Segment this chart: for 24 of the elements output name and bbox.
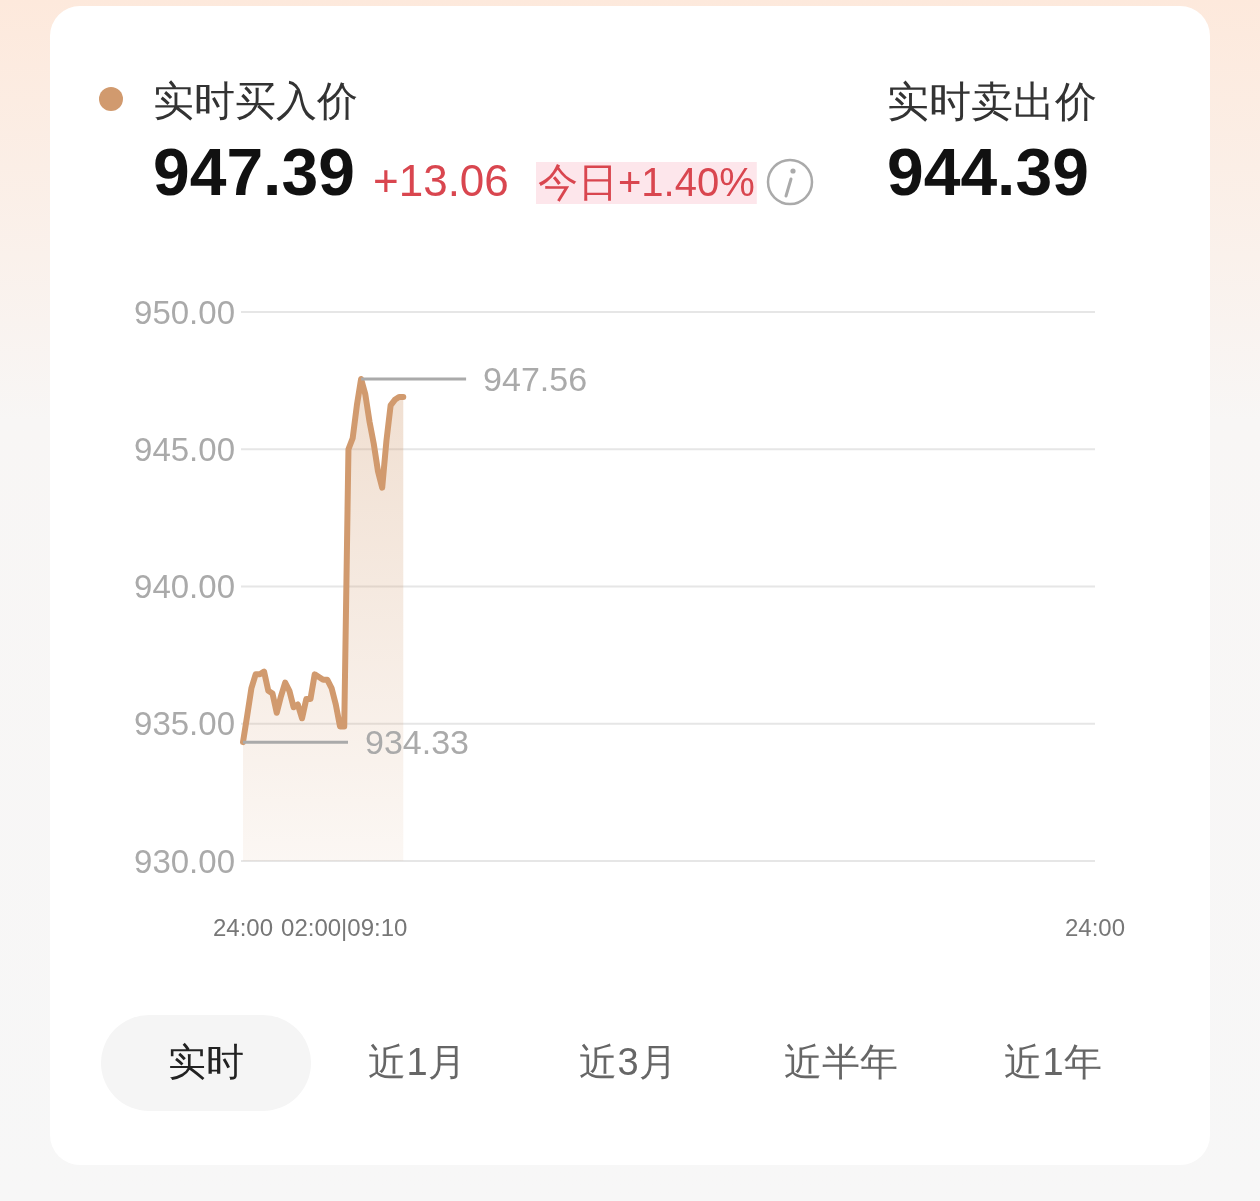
annotation: 934.33 (243, 723, 469, 762)
x-tick-label: 02:00|09:10 (281, 913, 408, 941)
annotation: 944.39 (887, 135, 1089, 209)
annotation: 934.33 (365, 723, 469, 762)
annotation: 近1月 (368, 1041, 466, 1083)
annotation: +13.06 (373, 155, 509, 205)
y-tick-label: 940.00 (134, 568, 235, 605)
annotation: 947.56 (361, 360, 588, 398)
legend: 实时买入价 (99, 78, 358, 124)
y-tick-label: 930.00 (134, 842, 235, 880)
legend-label: 实时买入价 (153, 78, 358, 124)
annotation: 947.39 (153, 135, 355, 209)
annotation: 近3月 (579, 1041, 677, 1083)
annotation: 947.56 (483, 359, 588, 398)
annotation: 近1年 (1004, 1041, 1102, 1083)
annotation: 实时 (101, 1015, 311, 1111)
annotation: 今日+1.40% (536, 160, 757, 204)
y-tick-label: 935.00 (134, 705, 235, 743)
annotation: 近半年 (784, 1041, 898, 1083)
y-tick-label: 945.00 (134, 430, 235, 468)
x-tick-label: 24:00 (1064, 913, 1126, 941)
y-tick-label: 950.00 (134, 293, 235, 331)
x-tick-label: 24:00 (212, 913, 274, 941)
annotation: 实时卖出价 (887, 77, 1097, 125)
